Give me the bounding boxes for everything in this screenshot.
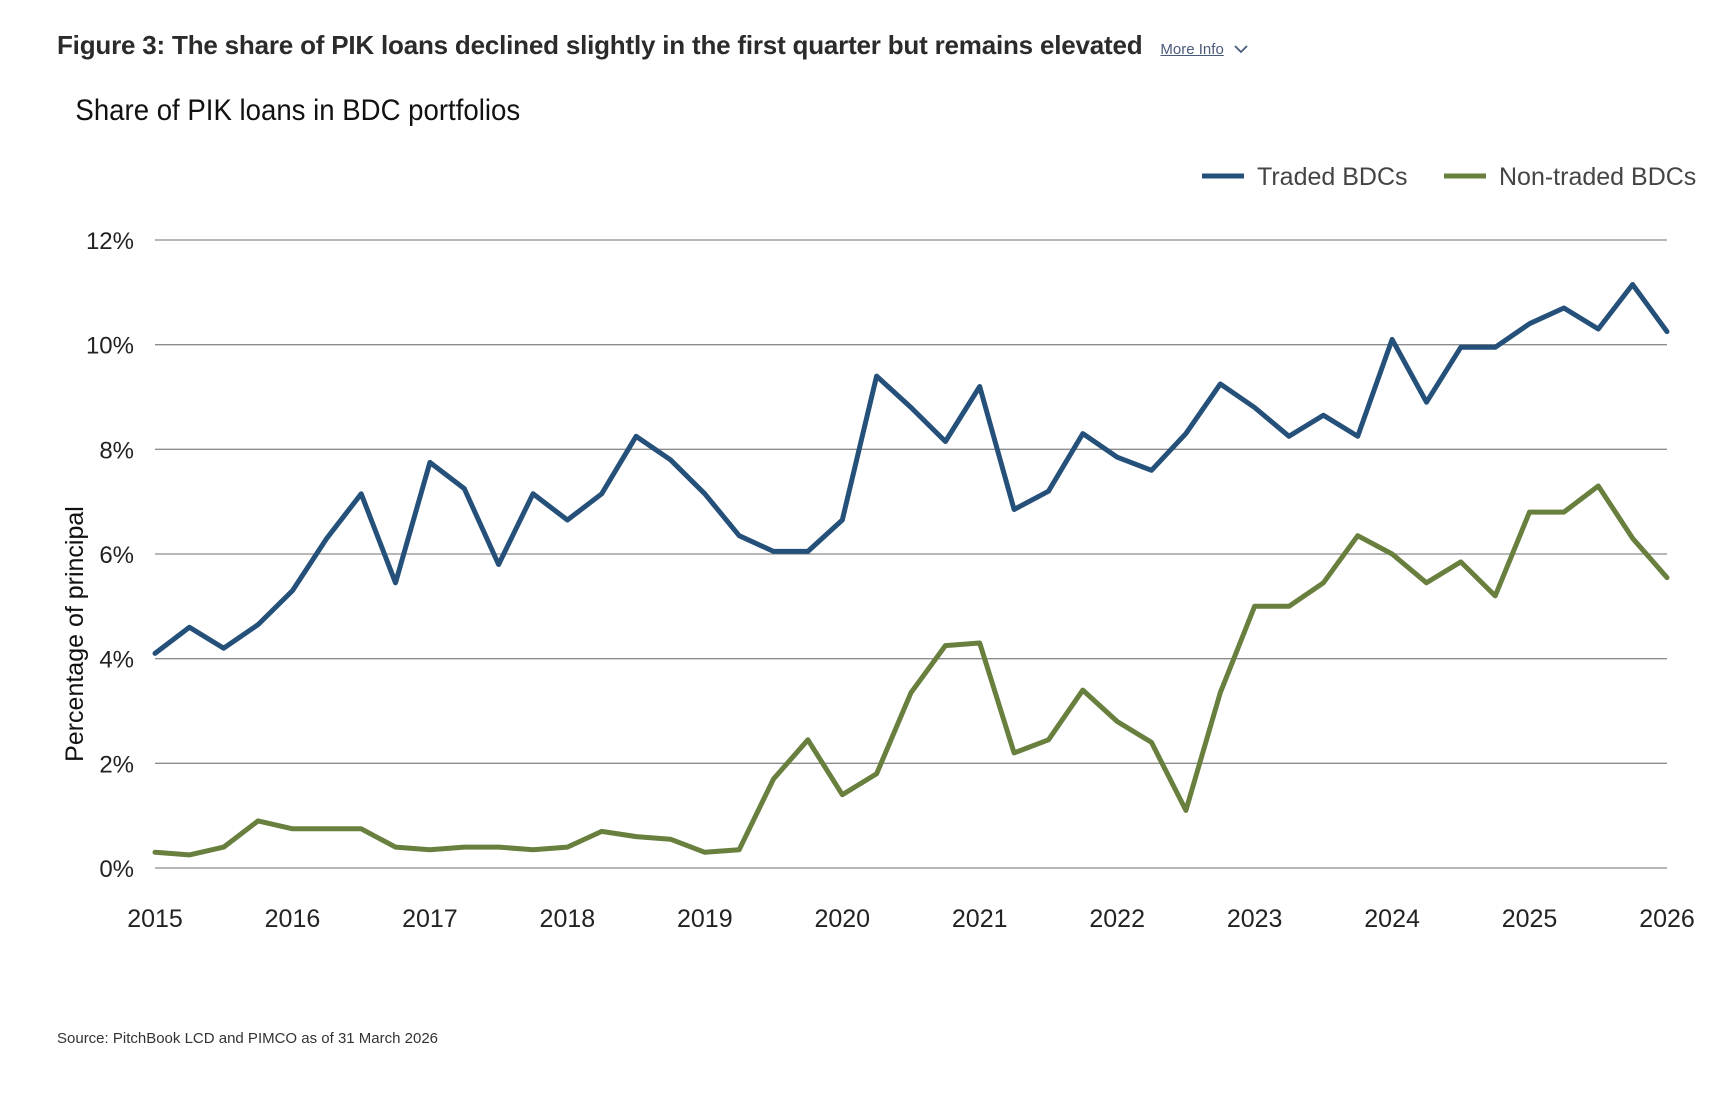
y-tick-label: 2% (99, 751, 134, 778)
y-tick-label: 8% (99, 437, 134, 464)
chart-container: Share of PIK loans in BDC portfolios Tra… (0, 80, 1712, 980)
series-line-traded (152, 282, 1670, 656)
source-note: Source: PitchBook LCD and PIMCO as of 31… (57, 1030, 439, 1047)
legend-label: Non-traded BDCs (1499, 163, 1696, 191)
x-tick-label: 2018 (540, 905, 596, 933)
figure-header: Figure 3: The share of PIK loans decline… (57, 30, 1248, 61)
x-tick-label: 2021 (952, 905, 1008, 933)
x-tick-label: 2025 (1502, 905, 1558, 933)
y-axis-label: Percentage of principal (61, 506, 89, 762)
x-tick-label: 2023 (1227, 905, 1283, 933)
x-tick-label: 2017 (402, 905, 458, 933)
x-tick-label: 2015 (127, 905, 183, 933)
y-tick-label: 6% (99, 542, 134, 569)
more-info-toggle[interactable]: More Info (1160, 41, 1248, 58)
x-tick-label: 2022 (1089, 905, 1145, 933)
x-tick-label: 2020 (814, 905, 870, 933)
y-tick-label: 0% (99, 856, 134, 883)
legend-item: Traded BDCs (1202, 163, 1408, 191)
grid-lines (155, 239, 1667, 869)
series-lines (152, 282, 1670, 858)
x-tick-label: 2019 (677, 905, 733, 933)
y-tick-label: 10% (86, 333, 134, 360)
legend-item: Non-traded BDCs (1444, 163, 1696, 191)
y-axis-ticks: 0% 2% 4% 6% 8% 10% 12% (86, 228, 134, 883)
y-tick-label: 12% (86, 228, 134, 255)
x-tick-label: 2026 (1639, 905, 1695, 933)
legend-label: Traded BDCs (1257, 163, 1408, 191)
x-axis-ticks: 2015 2016 2017 2018 2019 2020 2021 2022 2023 2024… (127, 905, 1695, 933)
more-info-label: More Info (1160, 41, 1224, 58)
series-line-non-traded (152, 483, 1670, 858)
chart-title: Share of PIK loans in BDC portfolios (75, 94, 520, 127)
legend: Traded BDCs Non-traded BDCs (1202, 163, 1696, 191)
figure-title: Figure 3: The share of PIK loans decline… (57, 30, 1143, 60)
chevron-down-icon (1234, 45, 1248, 54)
x-tick-label: 2024 (1364, 905, 1420, 933)
line-chart: Share of PIK loans in BDC portfolios Tra… (61, 94, 1696, 933)
y-tick-label: 4% (99, 647, 134, 674)
x-tick-label: 2016 (265, 905, 321, 933)
